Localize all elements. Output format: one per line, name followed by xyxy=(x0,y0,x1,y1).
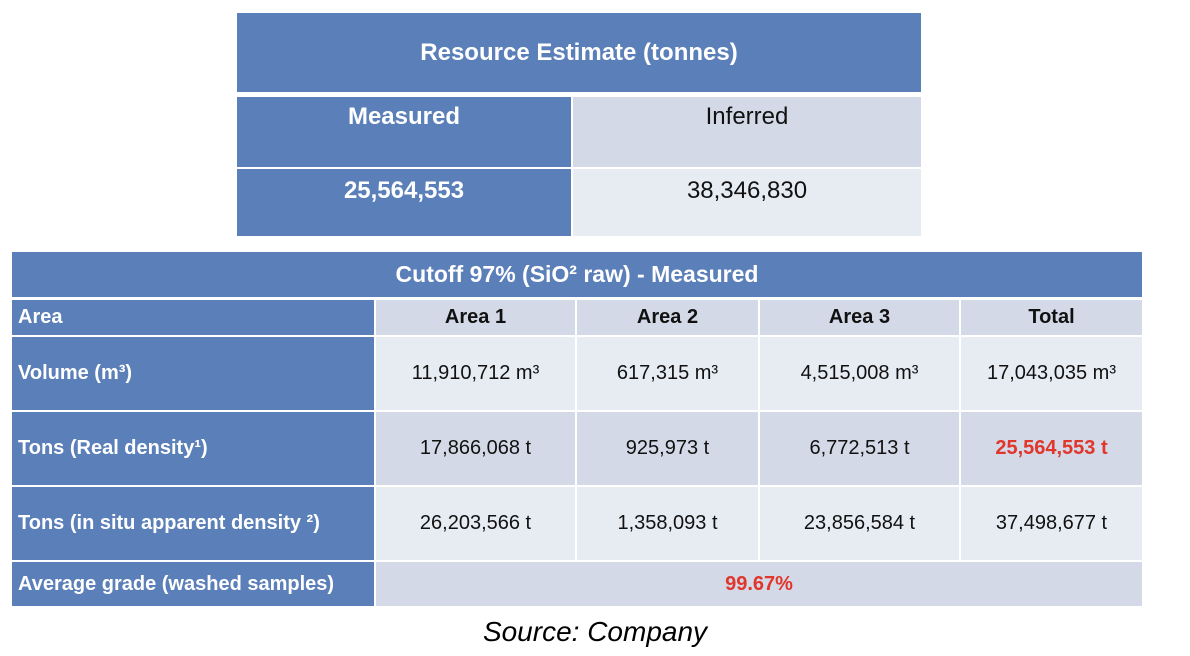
resource-estimate-table: Resource Estimate (tonnes) Measured Infe… xyxy=(237,13,921,236)
row-label-average-grade: Average grade (washed samples) xyxy=(12,562,376,606)
measured-header: Measured xyxy=(237,97,571,167)
table-cell: 1,358,093 t xyxy=(577,487,760,562)
table-cell: 617,315 m³ xyxy=(577,337,760,412)
table-cell: 925,973 t xyxy=(577,412,760,487)
source-caption: Source: Company xyxy=(482,616,708,647)
column-header-area-2: Area 2 xyxy=(577,300,760,337)
inferred-value: 38,346,830 xyxy=(571,167,921,236)
cutoff-table: Cutoff 97% (SiO² raw) - Measured Area Ar… xyxy=(12,252,1142,606)
table-cell: 26,203,566 t xyxy=(376,487,577,562)
column-header-area: Area xyxy=(12,300,376,337)
row-label-tons-real-density: Tons (Real density¹) xyxy=(12,412,376,487)
table-cell: 17,043,035 m³ xyxy=(961,337,1142,412)
measured-value: 25,564,553 xyxy=(237,167,571,236)
table-cell: 11,910,712 m³ xyxy=(376,337,577,412)
table-cell: 37,498,677 t xyxy=(961,487,1142,562)
resource-table-title: Resource Estimate (tonnes) xyxy=(237,13,921,95)
total-tons-highlight: 25,564,553 t xyxy=(961,412,1142,487)
row-label-tons-in-situ: Tons (in situ apparent density ²) xyxy=(12,487,376,562)
table-cell: 6,772,513 t xyxy=(760,412,961,487)
table-cell: 23,856,584 t xyxy=(760,487,961,562)
column-header-area-1: Area 1 xyxy=(376,300,577,337)
cutoff-table-title: Cutoff 97% (SiO² raw) - Measured xyxy=(12,252,1142,300)
average-grade-value: 99.67% xyxy=(376,562,1142,606)
table-cell: 17,866,068 t xyxy=(376,412,577,487)
inferred-header: Inferred xyxy=(571,97,921,167)
row-label-volume: Volume (m³) xyxy=(12,337,376,412)
column-header-area-3: Area 3 xyxy=(760,300,961,337)
table-cell: 4,515,008 m³ xyxy=(760,337,961,412)
column-header-total: Total xyxy=(961,300,1142,337)
